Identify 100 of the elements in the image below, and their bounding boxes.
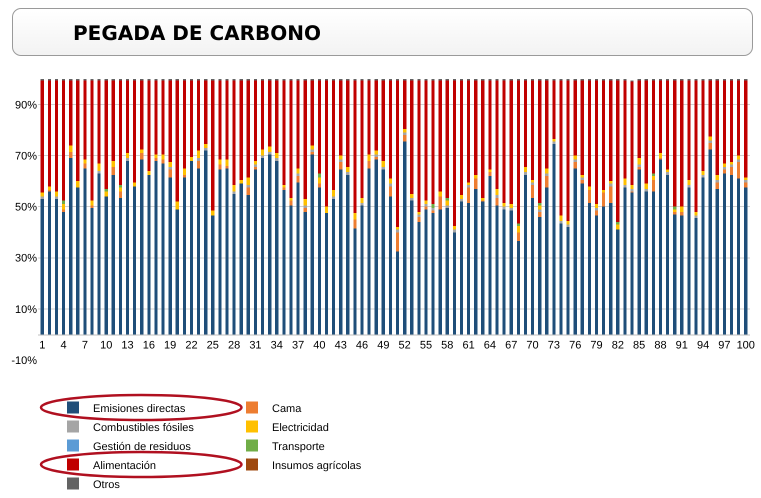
- bar: [346, 80, 350, 168]
- bar: [133, 80, 136, 182]
- bar: [360, 202, 364, 206]
- bar: [126, 160, 130, 334]
- x-tick-label: 7: [82, 340, 88, 352]
- x-tick-label: 55: [420, 340, 432, 352]
- bar: [304, 205, 307, 208]
- bar: [48, 191, 51, 334]
- bar: [90, 205, 94, 208]
- x-tick-label: 67: [505, 340, 518, 352]
- bar: [652, 174, 655, 176]
- bar: [467, 188, 470, 203]
- bar: [730, 174, 734, 334]
- bar: [602, 206, 606, 334]
- bar: [744, 182, 748, 188]
- bar: [360, 80, 364, 198]
- bar: [353, 220, 357, 228]
- y-tick-label: 30%: [14, 252, 38, 265]
- bar: [232, 191, 236, 194]
- y-tick-label: 90%: [14, 99, 38, 112]
- bar: [161, 163, 165, 334]
- bar: [673, 212, 676, 214]
- bar: [687, 188, 690, 334]
- bar: [48, 80, 51, 186]
- bar: [62, 80, 66, 200]
- bar: [502, 209, 506, 334]
- bar: [282, 190, 286, 334]
- x-tick-label: 40: [313, 340, 326, 352]
- legend-label: Cama: [272, 402, 302, 415]
- bar: [602, 192, 606, 207]
- bar: [417, 222, 420, 334]
- bar: [40, 196, 44, 200]
- bar: [374, 156, 378, 160]
- bar: [481, 198, 484, 200]
- bar: [232, 194, 236, 334]
- bar: [566, 227, 570, 334]
- bar: [424, 209, 428, 334]
- bar: [658, 80, 662, 154]
- bar: [296, 176, 300, 182]
- bar: [310, 80, 314, 146]
- bar: [54, 80, 58, 192]
- bar: [702, 177, 705, 334]
- bar: [204, 148, 208, 151]
- bar: [254, 170, 258, 334]
- bar: [588, 80, 592, 186]
- bar: [687, 180, 690, 186]
- bar: [240, 184, 243, 334]
- bar: [310, 145, 314, 150]
- bar: [196, 80, 200, 151]
- x-tick-label: 37: [292, 340, 304, 352]
- bar: [722, 170, 726, 174]
- x-tick-label: 25: [206, 340, 219, 352]
- bar: [140, 153, 144, 160]
- bar: [289, 205, 293, 334]
- bar: [388, 186, 392, 197]
- bar: [98, 170, 101, 174]
- bar: [374, 154, 378, 157]
- bar: [260, 80, 264, 150]
- bar: [410, 198, 414, 200]
- bar: [62, 204, 66, 210]
- bar: [424, 80, 428, 200]
- bar: [204, 150, 208, 334]
- bar: [176, 209, 179, 334]
- x-tick-label: 91: [676, 340, 688, 352]
- bar: [580, 80, 584, 175]
- bar: [332, 199, 336, 334]
- bar: [225, 166, 229, 168]
- bar: [69, 158, 72, 334]
- bar: [545, 174, 548, 176]
- bar: [594, 204, 598, 208]
- bar: [716, 180, 719, 182]
- bar: [737, 159, 740, 162]
- chart-title: PEGADA DE CARBONO: [73, 21, 322, 45]
- bar: [83, 163, 86, 168]
- bar: [318, 184, 321, 188]
- bar: [623, 80, 627, 179]
- bar: [594, 208, 598, 211]
- bar: [339, 170, 342, 334]
- bar: [574, 80, 577, 156]
- bar: [360, 198, 364, 203]
- bar: [559, 220, 563, 224]
- bar: [559, 216, 563, 221]
- bar: [516, 80, 520, 224]
- bar: [54, 199, 58, 334]
- bar: [211, 216, 214, 334]
- bar: [545, 176, 548, 188]
- bar: [524, 167, 528, 172]
- bar: [638, 80, 641, 158]
- bar: [708, 80, 712, 136]
- bar: [474, 80, 478, 175]
- bar: [744, 80, 748, 178]
- bar: [545, 80, 548, 168]
- bar: [76, 181, 80, 188]
- bar: [588, 190, 592, 203]
- bar: [118, 80, 122, 186]
- bar: [126, 153, 130, 158]
- bar: [126, 80, 130, 154]
- x-tick-label: 97: [718, 340, 731, 352]
- bar: [296, 182, 300, 334]
- bar: [83, 168, 86, 334]
